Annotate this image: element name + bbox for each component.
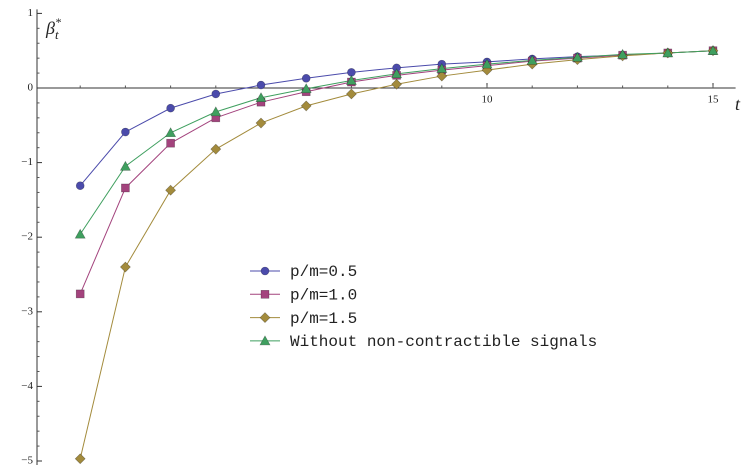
marker [259, 312, 271, 324]
legend-label: p/m=1.5 [290, 310, 357, 328]
y-tick-label: 0 [28, 82, 34, 94]
marker [211, 89, 221, 99]
x-axis-label: t [735, 94, 741, 114]
marker [260, 266, 270, 276]
marker [210, 106, 222, 117]
y-tick-label: −5 [21, 455, 33, 467]
marker [255, 92, 267, 102]
marker [74, 228, 86, 239]
marker [119, 160, 131, 171]
y-tick-label: 1 [28, 7, 34, 19]
x-tick-label: 10 [482, 94, 494, 106]
y-tick-label: −3 [21, 305, 33, 317]
marker [256, 80, 266, 90]
marker [481, 58, 493, 69]
legend-label: Without non-contractible signals [290, 333, 597, 351]
legend-label: p/m=1.0 [290, 287, 357, 305]
y-tick-label: −4 [21, 380, 33, 392]
marker [165, 184, 177, 196]
y-axis-label: β* t [45, 15, 61, 42]
legend-label: p/m=0.5 [290, 263, 357, 281]
y-tick-label: −2 [21, 231, 33, 243]
marker [436, 62, 448, 73]
y-tick-label: −1 [21, 156, 33, 168]
marker [391, 78, 403, 90]
marker [75, 181, 85, 191]
marker [121, 183, 130, 193]
marker [300, 100, 312, 112]
marker [255, 117, 267, 129]
marker [436, 70, 448, 82]
marker [707, 45, 719, 56]
marker [526, 54, 538, 65]
marker [165, 127, 177, 138]
marker [210, 143, 222, 155]
marker [75, 289, 85, 299]
marker [74, 453, 86, 465]
x-tick-label: 15 [708, 94, 720, 106]
marker [345, 74, 357, 85]
marker [166, 103, 175, 113]
marker [260, 289, 270, 299]
marker [391, 68, 403, 79]
y-axis-label-sup: * [55, 15, 61, 29]
marker [259, 335, 271, 346]
marker [571, 51, 583, 62]
y-axis-label-sub: t [55, 27, 59, 42]
marker [119, 261, 131, 273]
marker [301, 74, 311, 83]
marker [617, 48, 629, 59]
marker [166, 138, 175, 148]
marker [300, 83, 312, 94]
marker [662, 47, 674, 58]
marker [121, 127, 130, 137]
y-axis-label-base: β [45, 18, 55, 38]
marker [345, 88, 357, 100]
series-line [79, 50, 714, 459]
